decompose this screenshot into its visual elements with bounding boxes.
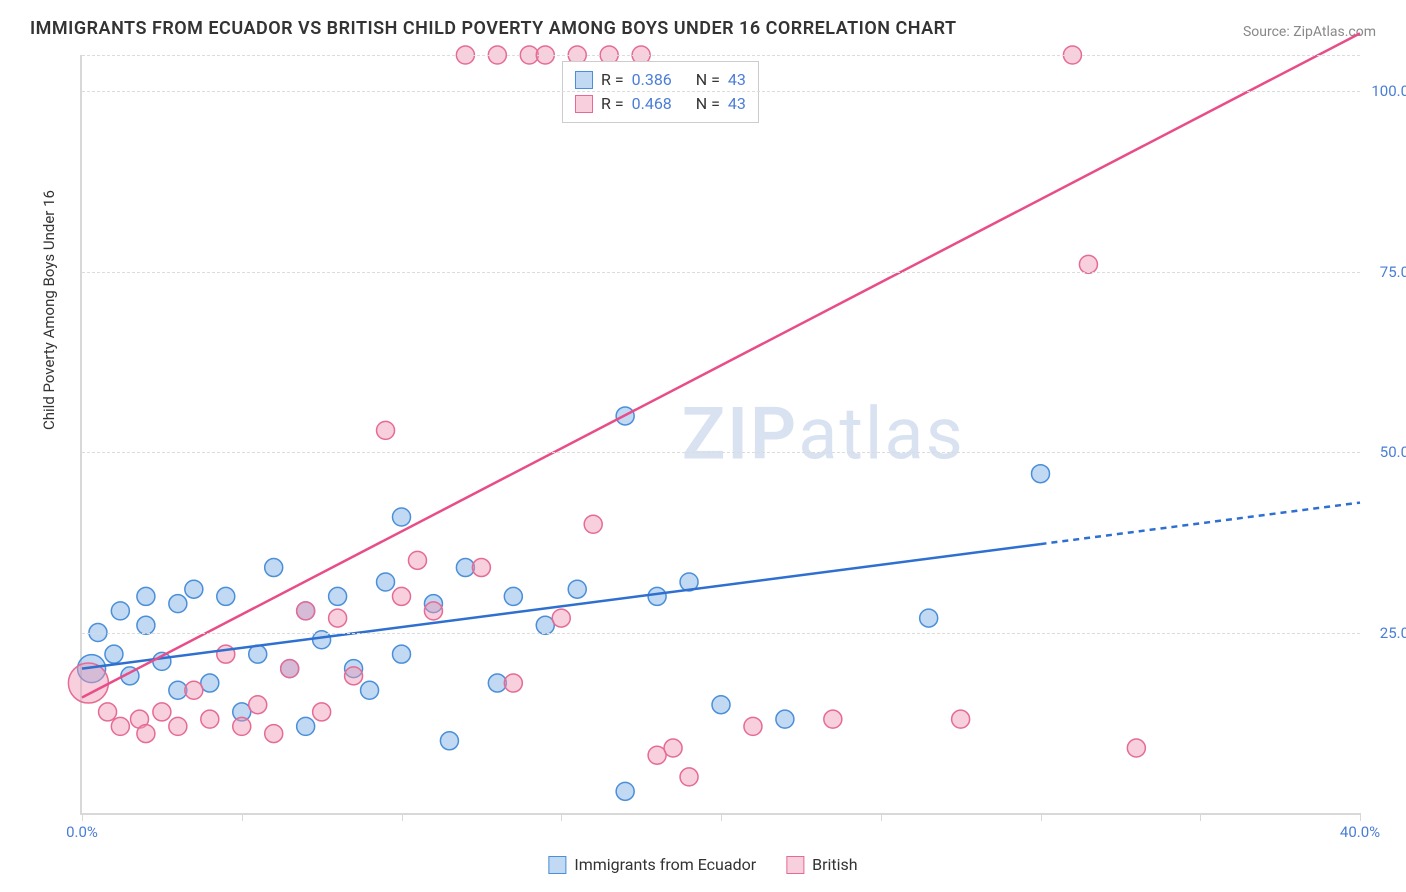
regression-line [82, 33, 1360, 697]
data-point [68, 663, 108, 703]
x-tick-label: 0.0% [66, 823, 98, 841]
data-point [169, 717, 187, 735]
swatch-british [575, 95, 593, 113]
regression-line-extrapolated [1041, 503, 1361, 545]
y-tick-label: 100.0% [1371, 82, 1406, 100]
data-point [169, 595, 187, 613]
data-point [824, 710, 842, 728]
bottom-legend: Immigrants from Ecuador British [548, 855, 857, 874]
plot-area: ZIPatlas R = 0.386 N = 43 R = 0.468 N = … [80, 55, 1360, 815]
data-point [377, 421, 395, 439]
data-point [105, 645, 123, 663]
data-point [776, 710, 794, 728]
data-point [424, 602, 442, 620]
data-point [297, 602, 315, 620]
data-point [648, 587, 666, 605]
data-point [249, 645, 267, 663]
y-axis-label: Child Poverty Among Boys Under 16 [40, 190, 58, 430]
data-point [504, 587, 522, 605]
y-tick-label: 75.0% [1380, 263, 1406, 281]
data-point [361, 681, 379, 699]
data-point [568, 580, 586, 598]
data-point [265, 725, 283, 743]
data-point [920, 609, 938, 627]
data-point [153, 703, 171, 721]
stats-row-british: R = 0.468 N = 43 [575, 92, 746, 116]
data-point [393, 587, 411, 605]
data-point [313, 703, 331, 721]
data-point [393, 508, 411, 526]
data-point [584, 515, 602, 533]
data-point [712, 696, 730, 714]
data-point [281, 660, 299, 678]
data-point [680, 768, 698, 786]
data-point [408, 551, 426, 569]
data-point [233, 717, 251, 735]
chart-svg [82, 55, 1360, 813]
data-point [329, 609, 347, 627]
swatch-british-icon [786, 856, 804, 874]
swatch-ecuador-icon [548, 856, 566, 874]
data-point [664, 739, 682, 757]
legend-item-british: British [786, 855, 857, 874]
stats-row-ecuador: R = 0.386 N = 43 [575, 68, 746, 92]
data-point [185, 681, 203, 699]
source-label: Source: ZipAtlas.com [1243, 24, 1376, 40]
data-point [217, 587, 235, 605]
data-point [552, 609, 570, 627]
data-point [345, 667, 363, 685]
data-point [329, 587, 347, 605]
data-point [201, 710, 219, 728]
y-tick-label: 50.0% [1380, 443, 1406, 461]
legend-item-ecuador: Immigrants from Ecuador [548, 855, 756, 874]
data-point [744, 717, 762, 735]
data-point [137, 725, 155, 743]
data-point [393, 645, 411, 663]
data-point [249, 696, 267, 714]
data-point [137, 587, 155, 605]
data-point [265, 559, 283, 577]
data-point [1032, 465, 1050, 483]
data-point [504, 674, 522, 692]
data-point [111, 717, 129, 735]
data-point [377, 573, 395, 591]
legend-label-ecuador: Immigrants from Ecuador [574, 855, 756, 874]
swatch-ecuador [575, 71, 593, 89]
data-point [185, 580, 203, 598]
data-point [440, 732, 458, 750]
regression-line [82, 544, 1041, 669]
legend-label-british: British [812, 855, 857, 874]
x-tick-label: 40.0% [1340, 823, 1380, 841]
data-point [952, 710, 970, 728]
data-point [472, 559, 490, 577]
data-point [616, 782, 634, 800]
chart-title: IMMIGRANTS FROM ECUADOR VS BRITISH CHILD… [30, 18, 957, 39]
data-point [99, 703, 117, 721]
data-point [111, 602, 129, 620]
y-tick-label: 25.0% [1380, 624, 1406, 642]
data-point [1127, 739, 1145, 757]
data-point [297, 717, 315, 735]
